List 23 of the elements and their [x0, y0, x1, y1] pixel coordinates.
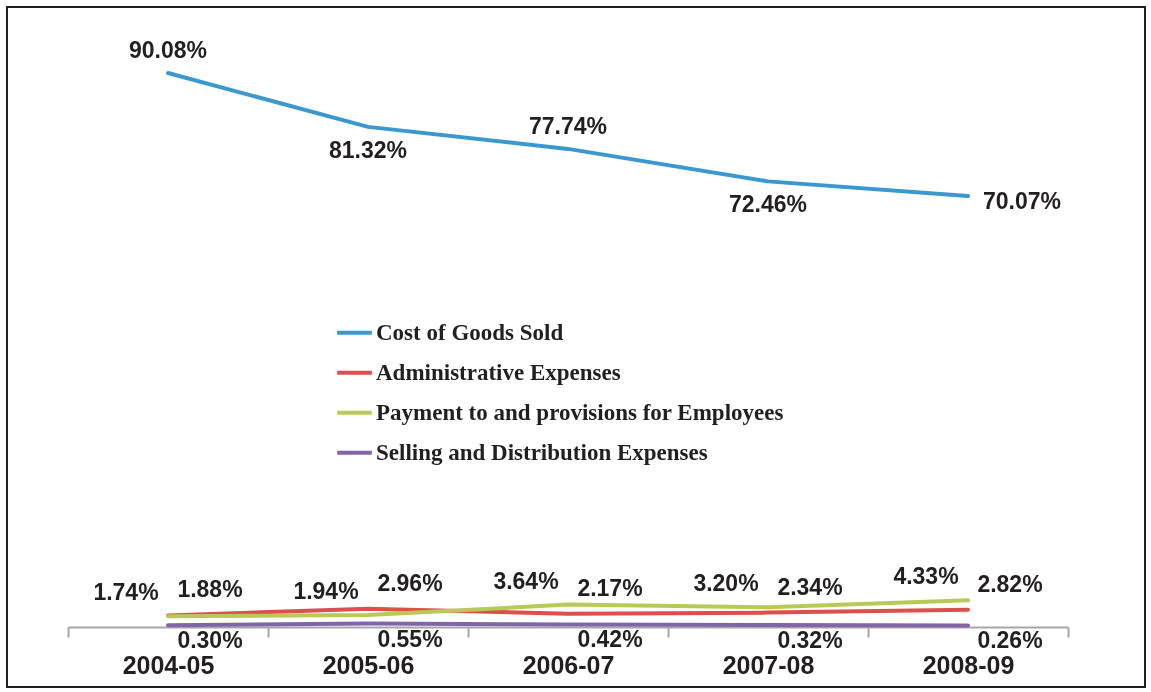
data-label: 0.55%	[377, 625, 443, 652]
data-label: 0.42%	[577, 626, 643, 653]
x-tick-label: 2005-06	[322, 650, 415, 679]
data-label: 3.20%	[693, 570, 759, 597]
data-label: 1.94%	[293, 578, 359, 605]
data-label: 81.32%	[328, 136, 408, 163]
data-label: 4.33%	[893, 563, 959, 590]
data-label: 3.64%	[493, 567, 559, 594]
data-label: 2.34%	[777, 573, 843, 600]
data-label: 2.82%	[977, 570, 1043, 597]
data-label: 2.17%	[577, 574, 643, 601]
legend-label: Payment to and provisions for Employees	[376, 399, 784, 425]
data-label: 72.46%	[728, 191, 808, 218]
legend-label: Selling and Distribution Expenses	[376, 439, 708, 465]
legend-label: Administrative Expenses	[376, 359, 621, 385]
x-tick-label: 2006-07	[522, 650, 615, 679]
data-label: 70.07%	[982, 188, 1062, 215]
data-label: 90.08%	[128, 37, 208, 64]
data-label: 1.74%	[93, 579, 159, 606]
data-label: 77.74%	[528, 112, 608, 139]
data-label: 2.96%	[377, 569, 443, 596]
data-label: 1.88%	[177, 576, 243, 603]
legend-label: Cost of Goods Sold	[376, 319, 564, 345]
